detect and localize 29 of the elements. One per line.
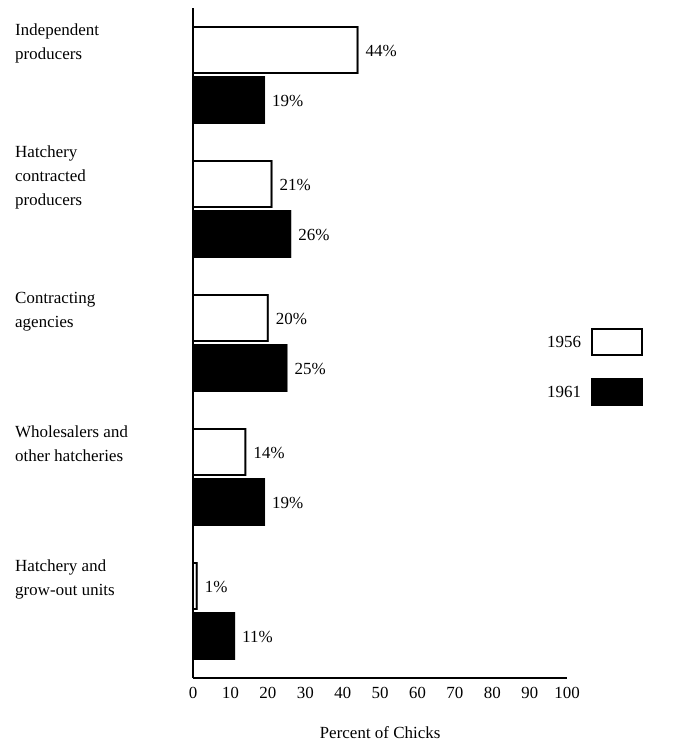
data-label: 44% [366, 41, 397, 60]
data-label: 20% [276, 309, 307, 328]
x-tick-label: 10 [222, 683, 239, 702]
x-tick-label: 60 [408, 683, 426, 702]
legend-label: 1956 [547, 332, 581, 352]
legend-label: 1961 [547, 382, 581, 402]
x-tick-label: 70 [446, 683, 464, 702]
data-label: 25% [294, 359, 326, 378]
x-tick-label: 50 [372, 683, 388, 702]
y-tick-label: Hatchery contracted producers [15, 142, 86, 209]
x-axis-title: Percent of Chicks [320, 723, 440, 742]
data-label: 26% [298, 225, 330, 244]
data-label: 19% [272, 493, 304, 512]
x-tick-label: 40 [334, 683, 352, 702]
x-tick-label: 80 [484, 683, 501, 702]
y-tick-label: Wholesalers and other hatcheries [15, 422, 128, 465]
data-label: 14% [253, 443, 285, 462]
y-tick-label: Hatchery and grow-out units [15, 556, 115, 599]
x-tick-label: 100 [554, 683, 580, 702]
y-tick-label: Contracting agencies [15, 288, 96, 331]
x-tick-label: 20 [259, 683, 276, 702]
data-label: 21% [280, 175, 311, 194]
x-tick-label: 30 [296, 683, 314, 702]
data-label: 1% [204, 577, 228, 596]
x-tick-label: 90 [521, 683, 538, 702]
data-label: 19% [272, 91, 304, 110]
y-tick-label: Independent producers [15, 20, 100, 63]
x-tick-label: 0 [188, 683, 198, 702]
data-label: 11% [242, 627, 273, 646]
